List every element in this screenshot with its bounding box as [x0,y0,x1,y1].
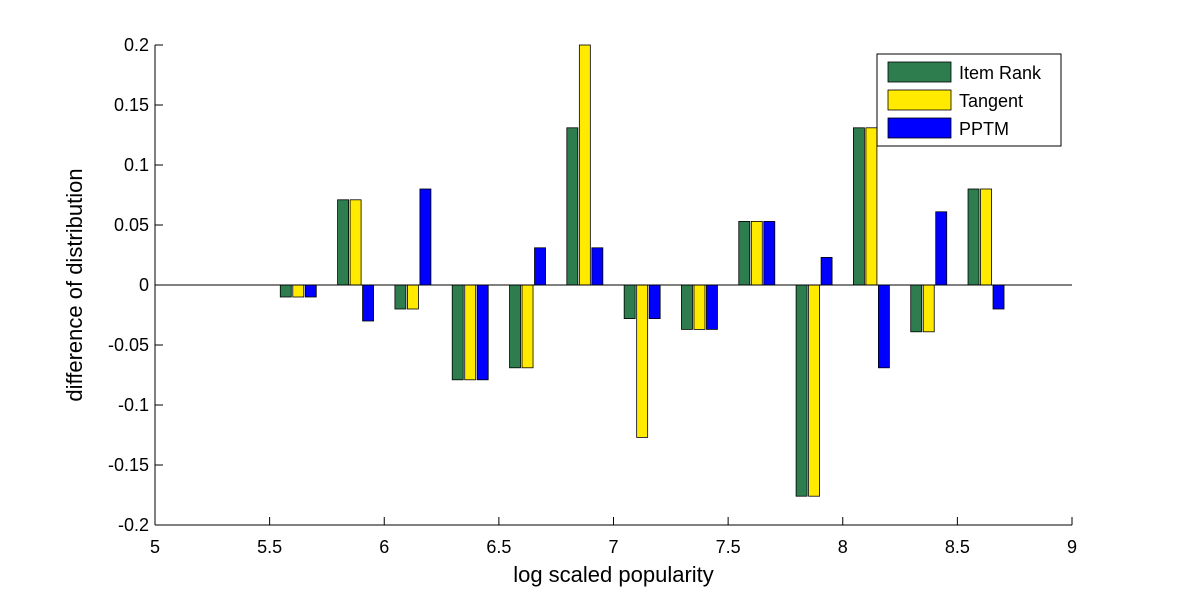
bar-tangent-3 [464,284,477,381]
legend-swatch-pptm [887,117,952,139]
bar-item-rank-2 [394,284,407,310]
bar-tangent-8 [750,220,763,286]
legend-swatch-tangent [887,89,952,111]
bar-tangent-10 [865,127,878,286]
bar-tangent-4 [521,284,534,369]
x-tick-label: 7.5 [716,537,741,557]
bar-item-rank-6 [623,284,636,319]
axes-group: 5 5.5 6 6.5 7 7.5 8 8.5 9 -0.2 -0.15 -0.1 -0.05 0 0.05… [108,35,1077,557]
y-tick-label: -0.2 [118,515,149,535]
bar-tangent-9 [808,284,820,497]
bar-item-rank-1 [337,199,349,286]
x-tick-label: 9 [1067,537,1077,557]
bar-pptm-7 [706,284,718,330]
x-tick-label: 6 [379,537,389,557]
x-tick-label: 6.5 [486,537,511,557]
bar-item-rank-0 [279,284,292,298]
bar-tangent-12 [980,188,992,286]
bar-item-rank-4 [509,284,521,369]
legend: Item Rank Tangent PPTM [876,53,1062,147]
legend-swatch-item-rank [887,61,952,83]
bar-pptm-6 [648,284,661,319]
bar-item-rank-8 [738,220,751,286]
bar-pptm-5 [591,247,604,286]
bar-item-rank-3 [451,284,464,381]
y-tick-label: 0.1 [124,155,149,175]
x-tick-label: 5.5 [257,537,282,557]
bar-pptm-1 [362,284,374,322]
legend-label-tangent: Tangent [959,91,1023,111]
bar-tangent-2 [407,284,419,310]
bar-tangent-1 [349,199,362,286]
x-tick-label: 8.5 [945,537,970,557]
bars-group [279,44,1005,497]
bar-pptm-10 [878,284,890,369]
bar-pptm-0 [304,284,317,298]
bar-item-rank-11 [910,284,923,333]
bar-pptm-4 [534,247,546,286]
bar-item-rank-7 [681,284,693,330]
bar-item-rank-10 [853,127,865,286]
legend-label-item-rank: Item Rank [959,63,1042,83]
bar-pptm-9 [820,256,833,286]
bar-tangent-11 [922,284,935,333]
bar-tangent-5 [578,44,591,286]
x-axis-label: log scaled popularity [513,562,714,587]
y-tick-label: -0.05 [108,335,149,355]
y-tick-label: -0.1 [118,395,149,415]
legend-label-pptm: PPTM [959,119,1009,139]
bar-pptm-11 [935,211,948,286]
bar-item-rank-12 [967,188,980,286]
bar-tangent-0 [292,284,305,298]
bar-tangent-6 [636,284,649,438]
y-tick-label: 0 [139,275,149,295]
y-tick-label: -0.15 [108,455,149,475]
y-tick-label: 0.2 [124,35,149,55]
bar-pptm-2 [419,188,432,286]
bar-item-rank-5 [566,127,579,286]
bar-pptm-12 [992,284,1005,310]
y-tick-label: 0.15 [114,95,149,115]
x-tick-label: 7 [608,537,618,557]
bar-pptm-8 [763,220,776,286]
bar-tangent-7 [693,284,706,330]
x-tick-label: 5 [150,537,160,557]
bar-item-rank-9 [795,284,808,497]
y-axis-label: difference of distribution [62,168,87,401]
y-tick-label: 0.05 [114,215,149,235]
bar-pptm-3 [476,284,489,381]
x-tick-label: 8 [838,537,848,557]
